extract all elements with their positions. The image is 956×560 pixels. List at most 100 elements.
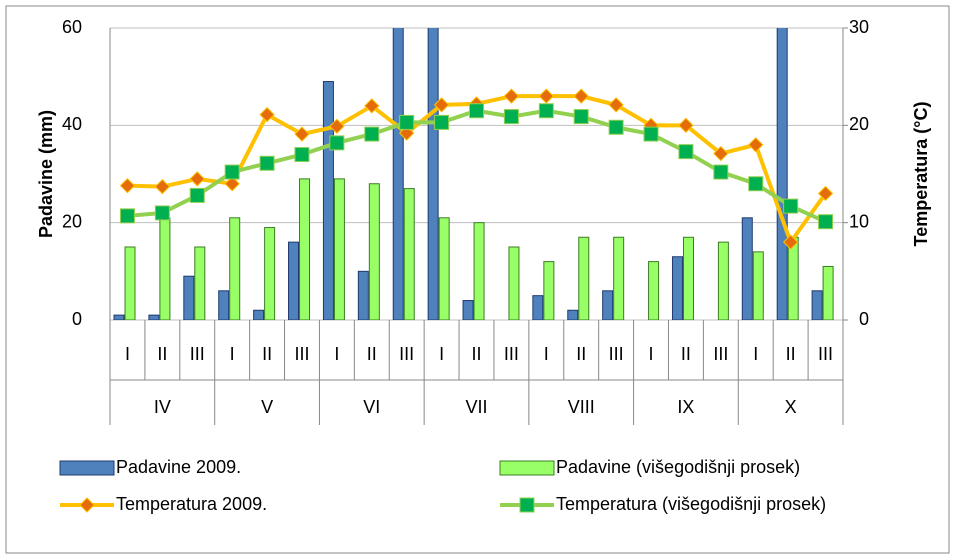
marker <box>119 177 136 194</box>
marker <box>119 208 135 224</box>
bar <box>648 261 660 320</box>
bar <box>602 290 614 320</box>
x-tick-label: I <box>544 344 549 364</box>
bar <box>288 241 300 320</box>
bar <box>113 314 125 320</box>
y2-tick-label: 10 <box>849 211 869 231</box>
x-group-label: IV <box>154 397 171 417</box>
marker <box>538 103 554 119</box>
x-tick-label: II <box>471 344 481 364</box>
marker <box>503 88 520 104</box>
y2-tick-label: 0 <box>859 309 869 329</box>
bar <box>717 241 729 320</box>
x-tick-label: I <box>125 344 130 364</box>
marker <box>294 147 310 163</box>
y-axis-label: Padavine (mm) <box>36 110 56 238</box>
x-tick-label: II <box>681 344 691 364</box>
bar <box>253 309 265 320</box>
marker <box>189 171 205 187</box>
x-tick-label: II <box>786 344 796 364</box>
bar <box>671 256 683 320</box>
bar <box>183 275 195 320</box>
marker <box>608 119 624 135</box>
marker <box>154 205 170 221</box>
marker <box>434 114 450 130</box>
marker <box>503 109 519 125</box>
marker <box>364 126 380 142</box>
bar <box>613 236 625 320</box>
marker <box>608 97 624 113</box>
y-tick-label: 20 <box>62 211 82 231</box>
bar <box>822 265 834 320</box>
bar <box>438 217 450 320</box>
bar <box>357 270 369 320</box>
bar <box>811 290 823 320</box>
y2-tick-label: 20 <box>849 114 869 134</box>
x-group-label: X <box>785 397 797 417</box>
bar <box>787 236 799 320</box>
y2-axis-label: Temperatura (°C) <box>911 102 931 247</box>
x-group-label: V <box>261 397 273 417</box>
bar <box>218 290 230 320</box>
bar <box>194 246 206 320</box>
x-tick-label: I <box>439 344 444 364</box>
marker <box>329 118 345 135</box>
bar <box>682 236 694 320</box>
marker <box>713 164 729 180</box>
x-tick-label: III <box>504 344 519 364</box>
bar <box>578 236 590 320</box>
plot-area <box>113 28 834 320</box>
bar <box>776 28 788 320</box>
y-tick-label: 0 <box>72 309 82 329</box>
bar <box>567 309 579 320</box>
bar <box>124 246 136 320</box>
marker <box>154 178 171 195</box>
marker <box>818 214 834 230</box>
bar <box>392 28 404 320</box>
x-tick-label: I <box>334 344 339 364</box>
marker <box>643 126 659 142</box>
marker <box>259 106 275 123</box>
marker <box>748 137 764 153</box>
x-tick-label: III <box>609 344 624 364</box>
marker <box>782 234 799 250</box>
x-group-label: VI <box>363 397 380 417</box>
bar <box>403 188 415 320</box>
bar <box>752 251 764 320</box>
bar <box>333 178 345 320</box>
x-tick-label: I <box>753 344 758 364</box>
bar <box>322 81 334 320</box>
bar <box>427 28 439 320</box>
x-group-label: IX <box>677 397 694 417</box>
marker <box>469 103 484 119</box>
x-tick-label: II <box>576 344 586 364</box>
x-group-label: VII <box>465 397 487 417</box>
legend-swatch <box>499 460 555 476</box>
x-tick-label: III <box>190 344 205 364</box>
bar <box>473 222 485 320</box>
x-tick-label: III <box>713 344 728 364</box>
marker <box>224 176 240 192</box>
bar <box>264 227 276 320</box>
marker <box>678 117 694 134</box>
x-tick-label: II <box>157 344 167 364</box>
marker <box>294 126 310 142</box>
x-tick-label: III <box>294 344 309 364</box>
marker <box>783 198 799 214</box>
marker <box>678 144 694 160</box>
marker <box>364 98 380 114</box>
marker <box>433 97 450 113</box>
y-tick-label: 40 <box>62 114 82 134</box>
bar <box>159 217 171 320</box>
x-group-label: VIII <box>568 397 595 417</box>
x-tick-label: II <box>367 344 377 364</box>
marker <box>573 109 589 125</box>
bar <box>299 178 311 320</box>
legend-label: Padavine 2009. <box>116 457 241 477</box>
bar <box>229 217 241 320</box>
bar <box>148 314 160 320</box>
y-tick-label: 60 <box>62 17 82 37</box>
bar <box>368 183 380 320</box>
bar <box>508 246 520 320</box>
